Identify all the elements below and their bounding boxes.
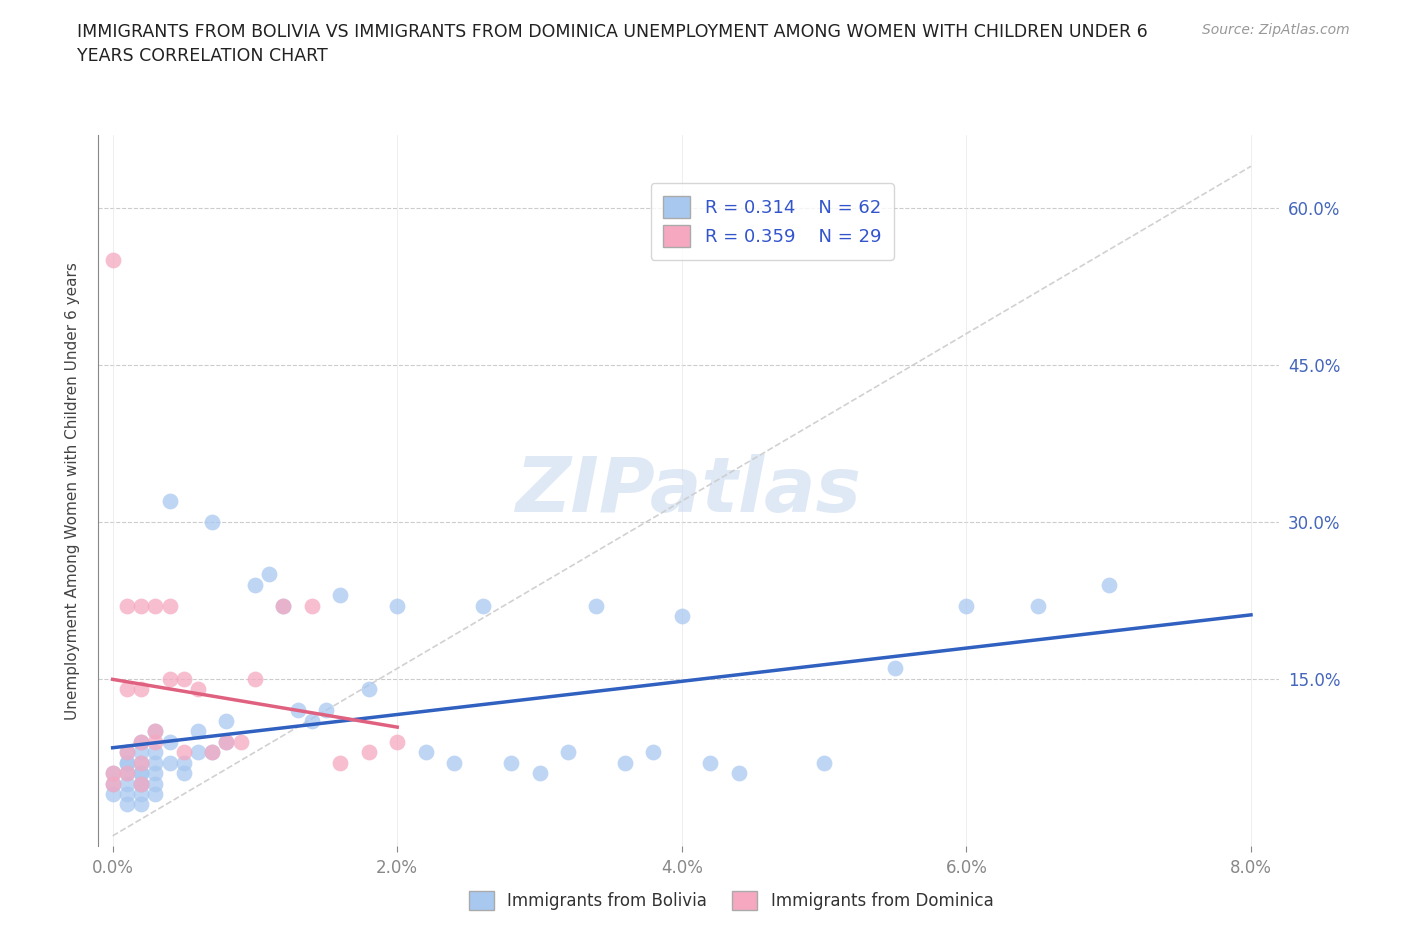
Point <box>115 598 138 613</box>
Point <box>143 724 166 738</box>
Point <box>273 598 295 613</box>
Text: IMMIGRANTS FROM BOLIVIA VS IMMIGRANTS FROM DOMINICA UNEMPLOYMENT AMONG WOMEN WIT: IMMIGRANTS FROM BOLIVIA VS IMMIGRANTS FR… <box>77 23 1149 65</box>
Point <box>187 682 209 697</box>
Point <box>159 494 181 509</box>
Point <box>215 735 238 750</box>
Point <box>315 703 337 718</box>
Point <box>143 724 166 738</box>
Point <box>301 598 323 613</box>
Point <box>143 787 166 802</box>
Point <box>1026 598 1049 613</box>
Text: Source: ZipAtlas.com: Source: ZipAtlas.com <box>1202 23 1350 37</box>
Point <box>387 598 409 613</box>
Point <box>201 745 224 760</box>
Point <box>287 703 309 718</box>
Point <box>613 755 636 770</box>
Point <box>143 745 166 760</box>
Point <box>115 745 138 760</box>
Point <box>115 797 138 812</box>
Point <box>101 765 124 780</box>
Point <box>115 787 138 802</box>
Point <box>1098 578 1121 592</box>
Point <box>257 567 280 582</box>
Point <box>159 671 181 686</box>
Point <box>143 765 166 780</box>
Point <box>215 713 238 728</box>
Point <box>243 578 266 592</box>
Point <box>129 745 152 760</box>
Point <box>813 755 835 770</box>
Point <box>159 598 181 613</box>
Point <box>727 765 749 780</box>
Point <box>187 724 209 738</box>
Point <box>129 776 152 790</box>
Point <box>115 765 138 780</box>
Point <box>273 598 295 613</box>
Point <box>129 776 152 790</box>
Point <box>443 755 465 770</box>
Point <box>101 253 124 268</box>
Point <box>143 735 166 750</box>
Point <box>101 776 124 790</box>
Text: ZIPatlas: ZIPatlas <box>516 454 862 527</box>
Y-axis label: Unemployment Among Women with Children Under 6 years: Unemployment Among Women with Children U… <box>65 261 80 720</box>
Point <box>329 755 352 770</box>
Point <box>159 735 181 750</box>
Point <box>329 588 352 603</box>
Point <box>201 514 224 529</box>
Point <box>643 745 665 760</box>
Point <box>129 735 152 750</box>
Point <box>671 609 693 624</box>
Point <box>115 755 138 770</box>
Point <box>471 598 494 613</box>
Point <box>129 735 152 750</box>
Point <box>173 745 195 760</box>
Point <box>129 765 152 780</box>
Point <box>173 765 195 780</box>
Point <box>129 598 152 613</box>
Point <box>115 682 138 697</box>
Point <box>201 745 224 760</box>
Point <box>585 598 607 613</box>
Point <box>129 682 152 697</box>
Point <box>529 765 551 780</box>
Point <box>557 745 579 760</box>
Point <box>129 755 152 770</box>
Point <box>129 787 152 802</box>
Point <box>129 776 152 790</box>
Point <box>101 787 124 802</box>
Point <box>229 735 252 750</box>
Point <box>115 776 138 790</box>
Point <box>173 755 195 770</box>
Point <box>129 755 152 770</box>
Point <box>115 755 138 770</box>
Point <box>101 765 124 780</box>
Point <box>115 745 138 760</box>
Point <box>387 735 409 750</box>
Point <box>173 671 195 686</box>
Point <box>357 682 380 697</box>
Point <box>499 755 522 770</box>
Point <box>357 745 380 760</box>
Point <box>143 598 166 613</box>
Point <box>243 671 266 686</box>
Point <box>187 745 209 760</box>
Point <box>699 755 721 770</box>
Point <box>101 776 124 790</box>
Legend: R = 0.314    N = 62, R = 0.359    N = 29: R = 0.314 N = 62, R = 0.359 N = 29 <box>651 183 894 259</box>
Point <box>215 735 238 750</box>
Point <box>415 745 437 760</box>
Point <box>143 755 166 770</box>
Point <box>129 765 152 780</box>
Point <box>301 713 323 728</box>
Point <box>129 797 152 812</box>
Point <box>955 598 977 613</box>
Point <box>143 776 166 790</box>
Legend: Immigrants from Bolivia, Immigrants from Dominica: Immigrants from Bolivia, Immigrants from… <box>463 884 1000 917</box>
Point <box>115 765 138 780</box>
Point <box>159 755 181 770</box>
Point <box>884 661 907 676</box>
